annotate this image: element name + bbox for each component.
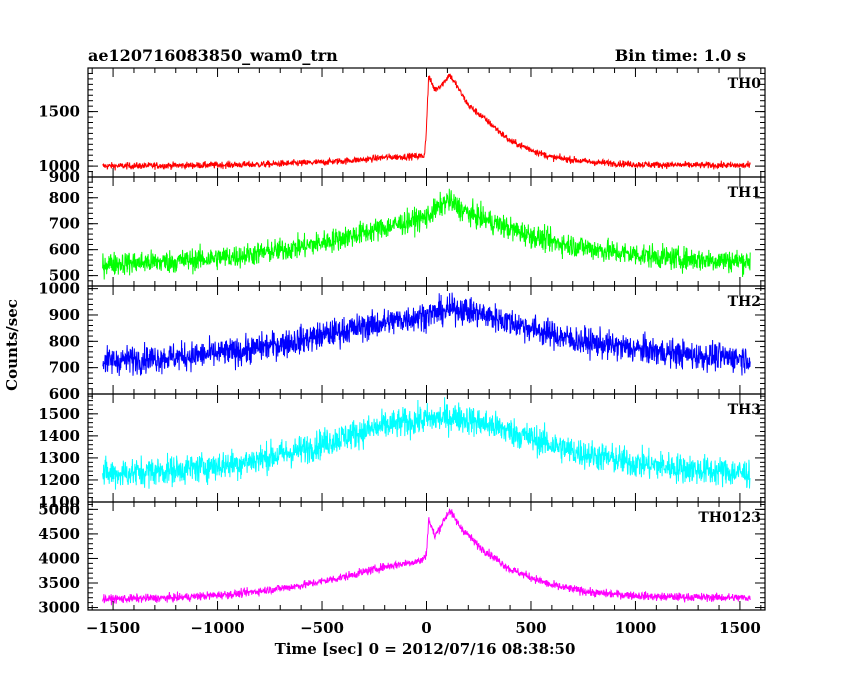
x-tick-label: −1500: [86, 619, 140, 637]
y-tick-label: 700: [49, 215, 80, 233]
y-tick-label: 4000: [38, 549, 80, 567]
plot-title: ae120716083850_wam0_trn: [88, 46, 338, 65]
x-tick-label: −500: [300, 619, 344, 637]
panel-label: TH1: [728, 185, 761, 201]
y-tick-label: 4500: [38, 525, 80, 543]
panel-th1: 500 600 700 800 TH1: [49, 176, 766, 287]
y-tick-label: 500: [49, 267, 80, 285]
y-tick-label: 900: [49, 306, 80, 324]
series-line-th0: [102, 73, 751, 171]
x-axis-label: Time [sec] 0 = 2012/07/16 08:38:50: [275, 640, 576, 658]
panel-label: TH0123: [698, 510, 761, 526]
panel-frame: [87, 393, 766, 503]
y-tick-label: 800: [49, 189, 80, 207]
panel-label: TH2: [728, 294, 761, 310]
y-tick-label: 1400: [38, 427, 80, 445]
panel-th2: 600 700 800 900 1000 TH2: [38, 280, 766, 403]
y-tick-label: 1000: [38, 157, 80, 175]
y-axis-label: Counts/sec: [3, 299, 21, 391]
y-tick-label: 3000: [38, 599, 80, 617]
y-tick-label: 1500: [38, 405, 80, 423]
y-tick-label: 1300: [38, 449, 80, 467]
x-tick-label: 1000: [615, 619, 657, 637]
y-tick-label: 1200: [38, 471, 80, 489]
bin-time-label: Bin time: 1.0 s: [615, 46, 746, 65]
panel-frame: [87, 176, 766, 287]
panel-frame: [87, 285, 766, 395]
series-line-th2: [102, 292, 751, 377]
y-tick-label: 800: [49, 332, 80, 350]
y-tick-label: 1000: [38, 280, 80, 298]
y-tick-label: 600: [49, 241, 80, 259]
series-line-th3: [102, 397, 751, 490]
y-tick-label: 3500: [38, 574, 80, 592]
y-tick-label: 700: [49, 359, 80, 377]
series-line-th0123: [102, 508, 751, 606]
y-tick-label: 5000: [38, 500, 80, 518]
y-tick-label: 1500: [38, 103, 80, 121]
x-tick-label: 1500: [719, 619, 761, 637]
x-tick-labels: −1500 −1000 −500 0 500 1000 1500: [86, 619, 761, 637]
panel-th3: 1100 1200 1300 1400 1500 TH3: [38, 393, 766, 511]
y-tick-label: 1100: [38, 493, 80, 511]
x-tick-label: 500: [515, 619, 546, 637]
x-tick-label: −1000: [190, 619, 244, 637]
panel-label: TH0: [728, 76, 762, 92]
y-tick-label: 600: [49, 385, 80, 403]
panel-th0123: 3000 3500 4000 4500 5000 TH0123: [38, 500, 766, 617]
y-tick-label: 900: [49, 168, 80, 186]
series-line-th1: [102, 188, 751, 280]
panel-label: TH3: [728, 402, 761, 418]
x-tick-label: 0: [421, 619, 431, 637]
